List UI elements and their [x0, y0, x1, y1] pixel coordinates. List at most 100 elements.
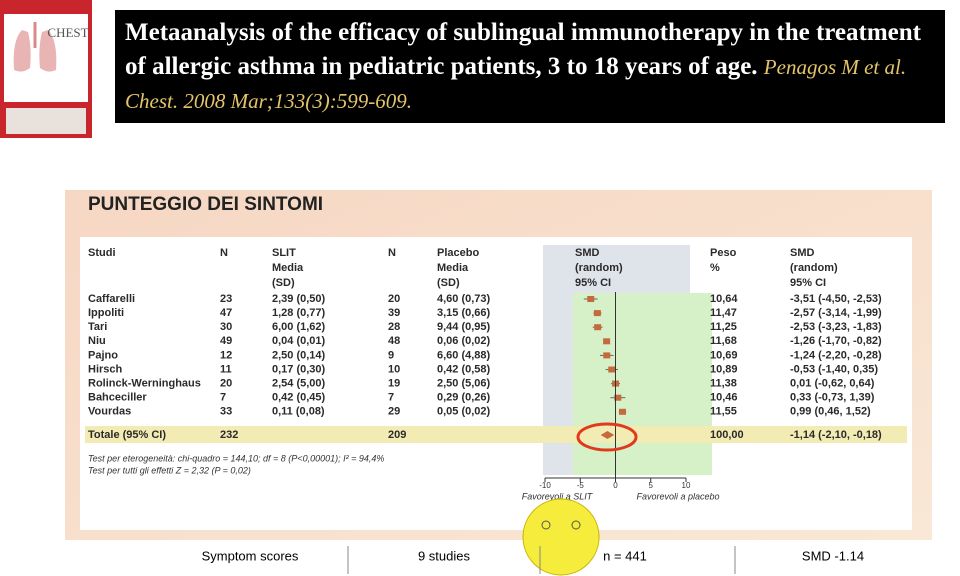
column-header: N: [388, 247, 396, 259]
table-cell: 9,44 (0,95): [437, 321, 491, 333]
smd-cell: -0,53 (-1,40, 0,35): [790, 363, 878, 375]
smd-cell: -1,24 (-2,20, -0,28): [790, 349, 882, 361]
footer-item: SMD -1.14: [802, 548, 864, 563]
weight-cell: 11,68: [710, 335, 737, 347]
table-cell: 2,54 (5,00): [272, 378, 326, 390]
column-header: SMD: [790, 247, 815, 259]
total-smd: -1,14 (-2,10, -0,18): [790, 429, 882, 441]
table-cell: 3,15 (0,66): [437, 307, 491, 319]
weight-cell: 10,89: [710, 363, 738, 375]
total-label: Totale (95% CI): [88, 429, 166, 441]
title: Metaanalysis of the efficacy of sublingu…: [125, 19, 922, 80]
smiley-eye: [541, 520, 551, 530]
table-cell: 7: [388, 392, 394, 404]
x-tick-label: -5: [577, 481, 585, 490]
effect-marker: [608, 366, 616, 373]
table-cell: 10: [388, 363, 400, 375]
column-header: %: [710, 262, 720, 274]
effect-marker: [594, 324, 602, 331]
total-diamond: [600, 431, 615, 439]
smd-cell: 0,33 (-0,73, 1,39): [790, 392, 875, 404]
x-tick-label: 0: [613, 481, 618, 490]
table-cell: 4,60 (0,73): [437, 293, 491, 305]
footer-item: n = 441: [603, 548, 647, 563]
table-cell: 1,28 (0,77): [272, 307, 326, 319]
footer-item: 9 studies: [418, 548, 471, 563]
x-tick-label: -10: [539, 481, 551, 490]
column-header: Media: [272, 262, 304, 274]
table-cell: 48: [388, 335, 400, 347]
test-note: Test per tutti gli effetti Z = 2,32 (P =…: [88, 465, 251, 475]
column-header: (random): [790, 262, 838, 274]
column-header: SLIT: [272, 247, 296, 259]
x-tick-label: 5: [649, 481, 654, 490]
column-header: Media: [437, 262, 469, 274]
weight-cell: 11,25: [710, 321, 737, 333]
column-header: SMD: [575, 247, 600, 259]
effect-marker: [603, 338, 611, 345]
table-cell: 7: [220, 392, 226, 404]
weight-cell: 11,55: [710, 406, 737, 418]
table-cell: 19: [388, 378, 400, 390]
table-cell: Hirsch: [88, 363, 123, 375]
journal-name: CHEST: [47, 25, 88, 40]
column-header: (SD): [272, 277, 295, 289]
x-label-right: Favorevoli a placebo: [636, 491, 719, 501]
effect-marker: [593, 310, 601, 317]
weight-cell: 10,46: [710, 392, 738, 404]
highlight-ellipse: [576, 422, 638, 452]
column-header: N: [220, 247, 228, 259]
x-tick-label: 10: [682, 481, 691, 490]
citation: Penagos M et al. Chest. 2008 Mar;133(3):…: [125, 55, 907, 113]
smd-cell: -2,57 (-3,14, -1,99): [790, 307, 882, 319]
column-header: Studi: [88, 247, 116, 259]
forest-plot: Studi N SLIT Media (SD) N Placebo Media (SD) SMD (…: [88, 247, 882, 501]
table-cell: 2,39 (0,50): [272, 293, 326, 305]
effect-marker: [603, 352, 611, 359]
table-cell: 11: [220, 363, 232, 375]
table-cell: Bahceciller: [88, 392, 147, 404]
table-cell: 23: [220, 293, 232, 305]
table-cell: 9: [388, 349, 394, 361]
test-note: Test per eterogeneità: chi-quadro = 144,…: [88, 453, 384, 463]
weight-cell: 10,64: [710, 293, 738, 305]
smd-cell: -1,26 (-1,70, -0,82): [790, 335, 882, 347]
smd-cell: 0,99 (0,46, 1,52): [790, 406, 871, 418]
favour-slit-shade: [573, 293, 712, 475]
lungs-icon: [13, 30, 57, 72]
table-cell: 47: [220, 307, 232, 319]
table-cell: Rolinck-Werninghaus: [88, 378, 201, 390]
table-cell: 0,11 (0,08): [272, 406, 325, 418]
forest-title: PUNTEGGIO DEI SINTOMI: [88, 194, 323, 215]
x-label-left: Favorevoli a SLIT: [522, 491, 594, 501]
weight-cell: 11,38: [710, 378, 737, 390]
table-cell: 49: [220, 335, 232, 347]
smd-cell: 0,01 (-0,62, 0,64): [790, 378, 875, 390]
column-header: Peso: [710, 247, 737, 259]
table-cell: 0,05 (0,02): [437, 406, 491, 418]
column-header: (random): [575, 262, 623, 274]
table-cell: 0,42 (0,58): [437, 363, 491, 375]
table-cell: 2,50 (0,14): [272, 349, 326, 361]
table-cell: Pajno: [88, 349, 118, 361]
table-cell: 6,60 (4,88): [437, 349, 491, 361]
footer-item: Symptom scores: [202, 548, 299, 563]
title-box: Metaanalysis of the efficacy of sublingu…: [115, 10, 945, 123]
column-header: Placebo: [437, 247, 479, 259]
smd-cell: -3,51 (-4,50, -2,53): [790, 293, 882, 305]
cover-footer: [6, 108, 86, 134]
table-cell: 30: [220, 321, 232, 333]
forest-panel: [80, 237, 912, 530]
table-cell: 12: [220, 349, 232, 361]
table-cell: Caffarelli: [88, 293, 135, 305]
table-cell: 20: [388, 293, 400, 305]
table-cell: 29: [388, 406, 400, 418]
total-n: 232: [220, 429, 238, 441]
table-cell: 39: [388, 307, 400, 319]
footer: Symptom scores 9 studies n = 441 SMD -1.14: [202, 546, 864, 574]
total-row-highlight: [85, 426, 907, 443]
effect-marker: [618, 408, 626, 415]
effect-marker: [614, 394, 622, 401]
